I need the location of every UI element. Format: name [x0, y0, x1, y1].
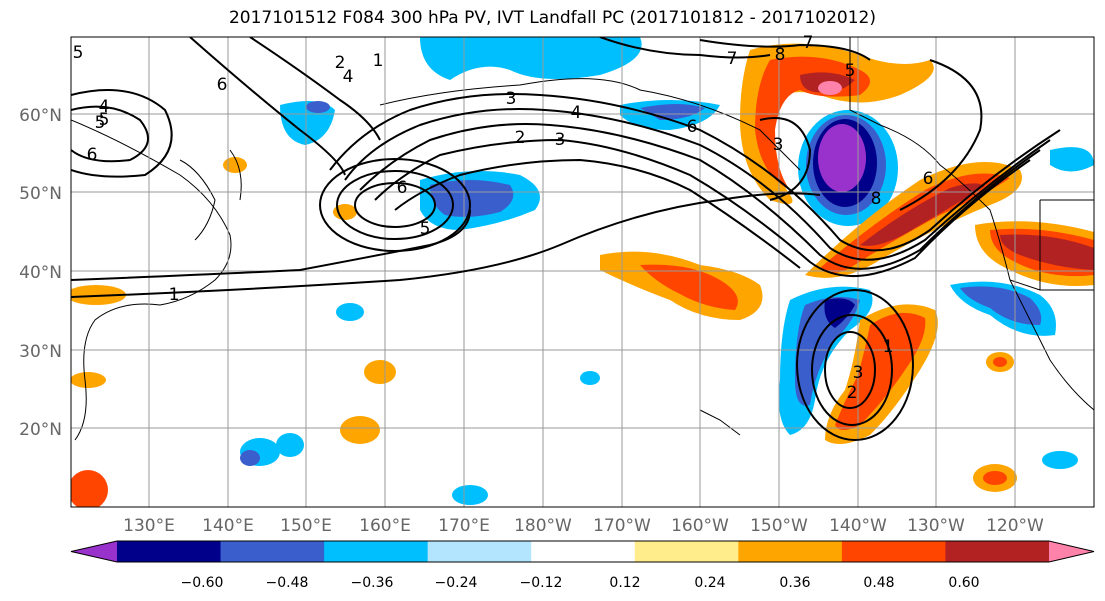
colorbar-tick-label: −0.12: [520, 575, 563, 591]
lon-label: 140°W: [829, 516, 887, 536]
contour-label: 4: [99, 97, 110, 117]
lon-label: 170°E: [438, 516, 490, 536]
lat-label: 60°N: [19, 106, 62, 126]
contour-label: 5: [845, 61, 856, 81]
colorbar-swatch: [324, 541, 429, 562]
lon-label: 130°E: [123, 516, 175, 536]
lon-label: 130°W: [907, 516, 965, 536]
lon-label: 120°W: [986, 516, 1044, 536]
lon-label: 160°W: [671, 516, 729, 536]
colorbar-swatch: [841, 541, 946, 562]
coastlines: [71, 37, 1094, 441]
colorbar-tick-label: −0.60: [181, 575, 224, 591]
lon-label: 160°E: [359, 516, 411, 536]
colorbar-swatch: [71, 541, 117, 562]
lon-label: 170°W: [593, 516, 651, 536]
contour-label: 7: [803, 33, 814, 53]
map-frame: [70, 36, 1095, 508]
contour-label: 1: [883, 337, 894, 357]
contour-label: 4: [571, 103, 582, 123]
contour-label: 6: [87, 145, 98, 165]
lat-label: 40°N: [19, 263, 62, 283]
colorbar-swatch: [1049, 541, 1094, 562]
colorbar-tick-label: 0.12: [609, 575, 640, 591]
contour-label: 5: [99, 110, 110, 130]
colorbar-tick-label: −0.24: [435, 575, 478, 591]
lon-axis: 130°E 140°E 150°E 160°E 170°E 180°W 170°…: [123, 516, 1044, 536]
contour-label: 6: [687, 117, 698, 137]
contour-label: 7: [727, 49, 738, 69]
colorbar-swatch: [634, 541, 739, 562]
lon-label: 180°W: [514, 516, 572, 536]
colorbar-tick-label: 0.36: [779, 575, 810, 591]
contour-label: 6: [397, 178, 408, 198]
contour-label: 8: [775, 45, 786, 65]
contour-label: 2: [335, 53, 346, 73]
contour-label: 5: [95, 113, 106, 133]
lat-axis: 60°N 50°N 40°N 30°N 20°N: [19, 106, 62, 440]
lon-label: 150°E: [280, 516, 332, 536]
colorbar-swatch: [117, 541, 222, 562]
contour-label: 5: [420, 219, 431, 239]
contour-label: 2: [847, 383, 858, 403]
contour-label: 2: [515, 128, 526, 148]
lat-label: 30°N: [19, 342, 62, 362]
colorbar-tick-label: 0.48: [863, 575, 894, 591]
map-title: 2017101512 F084 300 hPa PV, IVT Landfall…: [228, 8, 876, 28]
lat-label: 50°N: [19, 184, 62, 204]
contour-label: 8: [871, 189, 882, 209]
ivt-contours: [71, 37, 1061, 441]
colorbar-ticks: −0.60 −0.48 −0.36 −0.24 −0.12 0.12 0.24 …: [181, 575, 980, 591]
colorbar-tick-label: −0.48: [266, 575, 309, 591]
colorbar-outline: [70, 540, 1095, 563]
lon-label: 150°W: [750, 516, 808, 536]
colorbar-tick-label: −0.36: [351, 575, 394, 591]
colorbar-swatch: [945, 541, 1050, 562]
colorbar: [70, 540, 1095, 563]
contour-label: 1: [373, 51, 384, 71]
colorbar-swatch: [220, 541, 325, 562]
contour-label: 5: [73, 43, 84, 63]
colorbar-swatch: [427, 541, 532, 562]
contour-label: 1: [169, 285, 180, 305]
contour-label: 3: [773, 135, 784, 155]
colorbar-tick-label: 0.60: [948, 575, 979, 591]
lon-label: 140°E: [202, 516, 254, 536]
contour-label: 3: [555, 130, 566, 150]
contour-label: 3: [853, 363, 864, 383]
lat-label: 20°N: [19, 420, 62, 440]
contour-label: 4: [343, 67, 354, 87]
colorbar-swatch: [738, 541, 843, 562]
contour-label: 6: [217, 75, 228, 95]
colorbar-tick-label: 0.24: [694, 575, 725, 591]
colorbar-swatch: [531, 541, 636, 562]
contour-label: 6: [923, 169, 934, 189]
contour-label: 3: [506, 89, 517, 109]
